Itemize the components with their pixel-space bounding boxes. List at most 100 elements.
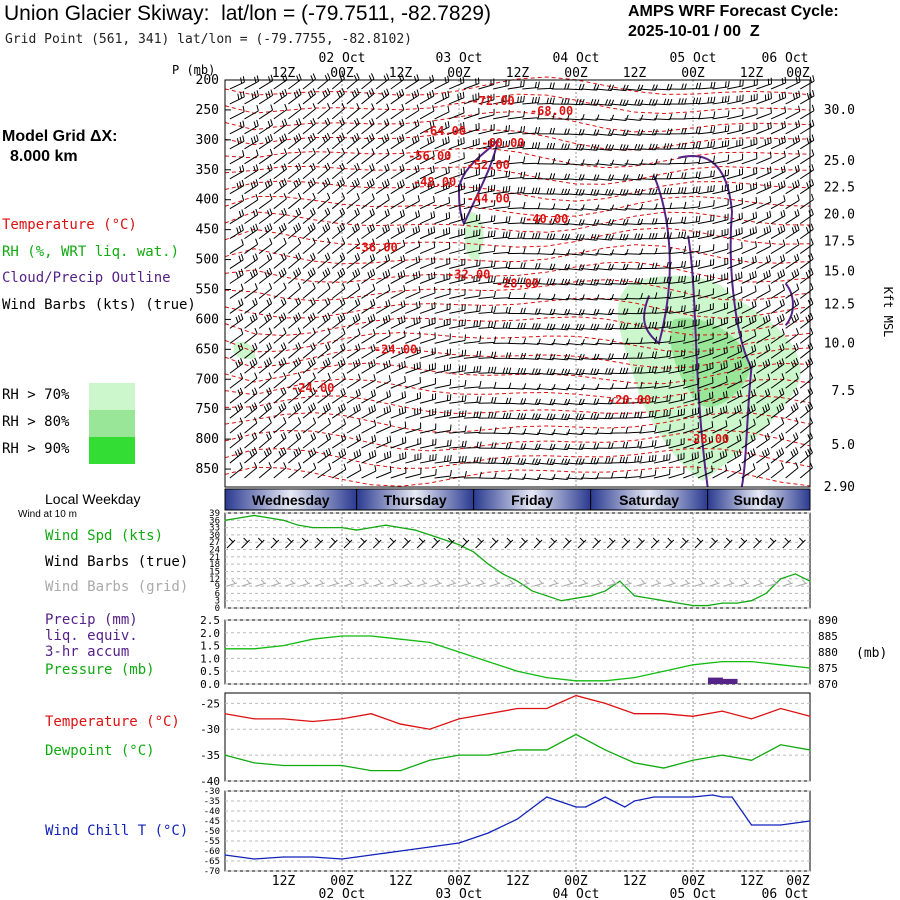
- wind-barb: [712, 405, 728, 419]
- wind-barb: [449, 91, 465, 105]
- precip-note-2: 3-hr accum: [45, 644, 130, 660]
- wind-barb: [419, 195, 436, 210]
- wind-barb: [390, 285, 406, 299]
- wind-barb: [726, 168, 744, 180]
- wind-barb: [449, 152, 465, 165]
- wind-barb: [799, 164, 815, 180]
- wind-barb: [449, 243, 466, 255]
- wind-barb: [229, 387, 244, 404]
- wind-barb: [273, 252, 287, 269]
- wind-barb: [785, 342, 799, 359]
- wind-barb: [493, 140, 511, 150]
- wind-barb: [361, 88, 375, 105]
- wind-barb: [799, 119, 815, 135]
- pressure-tick-label: 650: [196, 342, 219, 357]
- wind-barb: [653, 143, 673, 150]
- wind-barb: [229, 209, 245, 225]
- precip-tick-label: 2.5: [200, 614, 220, 627]
- wind-barb: [419, 226, 436, 240]
- wind-barb: [639, 439, 657, 449]
- wind-barb: [449, 334, 467, 344]
- wind-barb: [653, 158, 673, 165]
- windchill-tick-label: -30: [204, 787, 220, 797]
- wind-barb: [478, 124, 495, 135]
- wind-speed-line-point: [692, 604, 694, 607]
- wind-barb: [478, 366, 497, 374]
- wind-barb: [610, 99, 629, 107]
- wind-barb: [346, 253, 361, 269]
- hour-label-bottom: 12Z: [272, 874, 296, 889]
- temp-series-line-point: [487, 713, 489, 715]
- wind-barb: [302, 222, 316, 239]
- temp-series-line-point: [253, 718, 255, 720]
- wind-barb: [493, 155, 511, 165]
- wind-barb: [273, 312, 287, 329]
- wind-barb: [507, 216, 526, 225]
- wind-barb: [785, 462, 799, 479]
- windchill-tick-label: -50: [204, 827, 220, 837]
- wind-barb: [331, 433, 347, 449]
- wind-barb: [434, 439, 452, 449]
- wind-barb: [390, 421, 407, 434]
- wind-barb: [405, 407, 422, 419]
- wind-barb: [580, 278, 600, 286]
- wind-speed-line-point: [239, 517, 241, 519]
- wind-barb: [449, 228, 466, 240]
- wind-barb: [419, 211, 436, 225]
- wind-barb: [493, 246, 511, 255]
- wind-barb: [785, 164, 800, 180]
- wind-speed-line-point: [326, 527, 328, 529]
- wind-barb: [288, 327, 302, 344]
- wind-barb: [756, 447, 770, 464]
- wind-barb: [610, 233, 629, 241]
- surface-wind-barb: [636, 537, 645, 549]
- wind-barb: [258, 89, 274, 105]
- wind-barb: [741, 359, 757, 374]
- wind-barb: [229, 135, 245, 150]
- grid-wind-barb: [753, 579, 764, 587]
- temperature-contour-line: [224, 378, 811, 400]
- wind-barb: [375, 73, 390, 90]
- wind-barb: [302, 267, 316, 284]
- wind-barb: [375, 178, 390, 195]
- wind-barb: [449, 213, 466, 225]
- wind-barb: [434, 90, 450, 105]
- grid-wind-barb: [446, 579, 457, 587]
- wind-barb: [258, 134, 273, 150]
- wind-barb: [258, 312, 273, 329]
- temperature-contour-line: [224, 76, 811, 96]
- wind-speed-line-point: [487, 563, 489, 565]
- wind-barb: [273, 237, 287, 254]
- wind-barb: [741, 300, 757, 314]
- wind-barb: [683, 407, 700, 419]
- wind-speed-line-point: [531, 590, 533, 592]
- wind-barb: [331, 237, 346, 254]
- grid-wind-barb: [636, 579, 647, 587]
- wind-barb: [697, 347, 714, 359]
- wind-barb: [712, 198, 729, 210]
- wind-barb: [390, 118, 405, 135]
- grid-wind-barb: [270, 579, 282, 587]
- temp-tick-label: -30: [200, 723, 220, 736]
- cloud-outline-left: [458, 139, 499, 227]
- wind-barb: [258, 297, 273, 314]
- wind-barb: [434, 181, 450, 195]
- grid-wind-barb: [680, 579, 691, 587]
- wind-tick-label: 15: [209, 567, 220, 577]
- wind-barb: [741, 211, 758, 225]
- wind-barb: [712, 375, 728, 389]
- wind-barb: [741, 329, 757, 344]
- grid-wind-barb: [460, 579, 472, 587]
- height-tick-label: 30.0: [824, 103, 855, 118]
- wind-barb: [331, 418, 346, 434]
- temp-series-line-point: [370, 713, 372, 715]
- windchill-line-point: [341, 858, 343, 860]
- model-grid-value: 8.000 km: [10, 148, 78, 165]
- wind-barb: [302, 402, 316, 419]
- grid-wind-barb: [548, 579, 559, 587]
- temperature-contour-label: -72.00: [471, 94, 514, 108]
- wind-barb: [273, 178, 287, 195]
- wind-barb: [770, 328, 785, 344]
- temp-series-line-point: [809, 749, 811, 751]
- wind-barb: [434, 424, 452, 434]
